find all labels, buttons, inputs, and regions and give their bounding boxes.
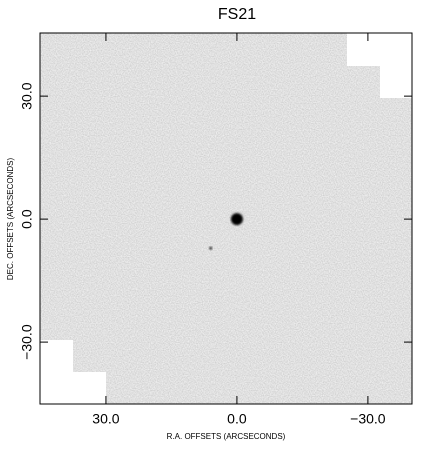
y-tick-label: 0.0 bbox=[19, 209, 35, 229]
source bbox=[209, 246, 213, 250]
masked-region bbox=[40, 372, 106, 404]
x-tick-label: 30.0 bbox=[92, 411, 119, 427]
x-axis-label: R.A. OFFSETS (ARCSECONDS) bbox=[167, 432, 286, 441]
chart-title: FS21 bbox=[218, 6, 256, 23]
masked-region bbox=[347, 33, 412, 66]
plot-frame bbox=[39, 32, 413, 405]
y-tick-label: 30.0 bbox=[19, 82, 35, 109]
x-tick-label: −30.0 bbox=[350, 411, 386, 427]
x-tick-label: 0.0 bbox=[227, 411, 247, 427]
masked-region bbox=[40, 340, 73, 372]
image-background bbox=[40, 33, 412, 404]
masked-region bbox=[380, 66, 412, 98]
source bbox=[230, 213, 243, 226]
y-tick-label: −30.0 bbox=[19, 324, 35, 360]
y-axis-label: DEC. OFFSETS (ARCSECONDS) bbox=[6, 158, 15, 281]
